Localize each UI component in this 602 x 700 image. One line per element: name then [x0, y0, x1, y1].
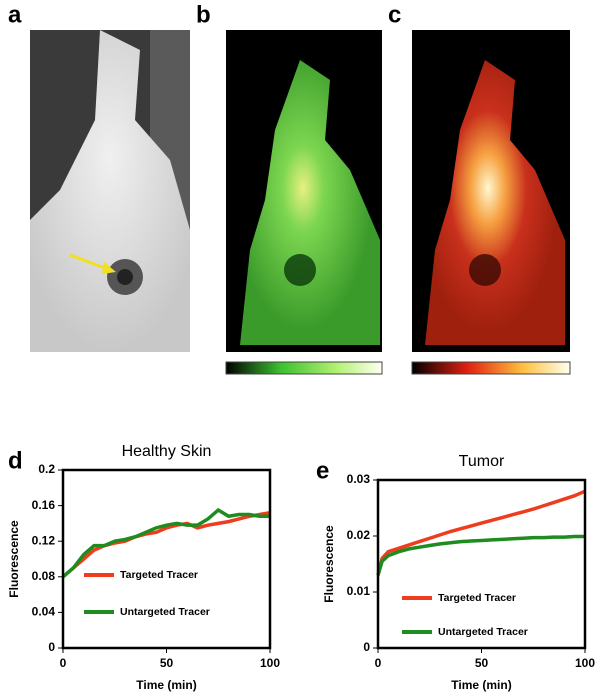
panel-label: d — [8, 447, 23, 474]
photo-c — [412, 30, 570, 352]
y-tick-label: 0.03 — [347, 472, 371, 486]
panel-label: a — [8, 1, 22, 28]
x-tick-label: 100 — [260, 656, 280, 670]
y-tick-label: 0 — [363, 640, 370, 654]
colorbar-c — [411, 361, 571, 375]
y-axis-label: Fluorescence — [7, 520, 21, 598]
legend-label: Untargeted Tracer — [120, 606, 210, 618]
plot-frame — [61, 468, 272, 650]
x-tick-label: 50 — [160, 656, 174, 670]
y-tick-label: 0.12 — [32, 533, 56, 547]
panel-label: e — [316, 457, 329, 484]
x-axis-label: Time (min) — [451, 678, 511, 692]
x-axis-label: Time (min) — [136, 678, 196, 692]
y-tick-label: 0.2 — [38, 462, 55, 476]
x-tick-label: 100 — [575, 656, 595, 670]
x-tick-label: 0 — [60, 656, 67, 670]
x-tick-label: 50 — [475, 656, 489, 670]
chart-title: Tumor — [459, 453, 505, 470]
y-axis-label: Fluorescence — [322, 525, 336, 603]
y-tick-label: 0 — [48, 640, 55, 654]
colorbar-b — [225, 361, 383, 375]
legend-label: Targeted Tracer — [438, 592, 516, 604]
photo-b — [226, 30, 382, 352]
series-line — [61, 510, 271, 579]
series-line — [376, 489, 586, 576]
series-line — [61, 507, 270, 579]
y-tick-label: 0.01 — [347, 584, 371, 598]
y-tick-label: 0.16 — [32, 498, 56, 512]
series-line — [376, 534, 585, 576]
y-tick-label: 0.04 — [32, 605, 56, 619]
legend-label: Targeted Tracer — [120, 569, 198, 581]
plot-frame — [376, 478, 587, 650]
panel-label: b — [196, 1, 211, 28]
panel-label: c — [388, 1, 401, 28]
legend-label: Untargeted Tracer — [438, 626, 528, 638]
y-tick-label: 0.08 — [32, 569, 56, 583]
chart-title: Healthy Skin — [122, 443, 212, 460]
x-tick-label: 0 — [375, 656, 382, 670]
photo-a — [30, 30, 190, 352]
y-tick-label: 0.02 — [347, 528, 371, 542]
